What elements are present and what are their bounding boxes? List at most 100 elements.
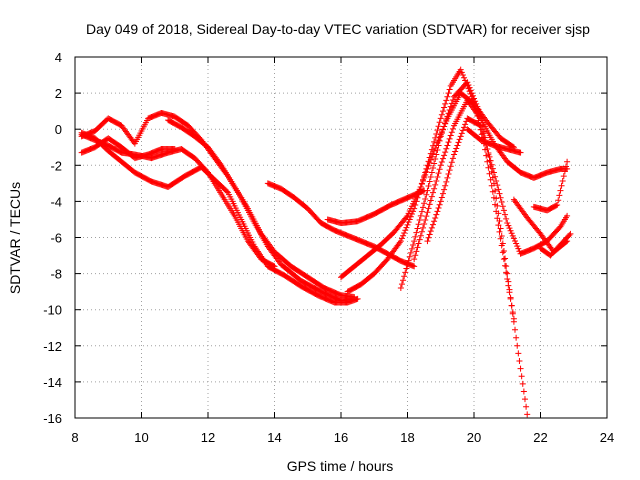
axis-ticks xyxy=(74,56,608,419)
data-point-marker xyxy=(446,86,453,93)
data-point-marker xyxy=(499,249,506,256)
data-point-marker xyxy=(426,154,433,161)
data-point-marker xyxy=(505,278,512,285)
y-tick-label: -8 xyxy=(50,267,62,282)
data-point-marker xyxy=(401,273,408,280)
data-point-marker xyxy=(434,208,441,215)
data-point-marker xyxy=(435,205,442,212)
data-point-marker xyxy=(417,183,424,190)
data-point-marker xyxy=(451,151,458,158)
data-point-marker xyxy=(497,194,504,201)
data-point-marker xyxy=(497,225,504,232)
data-point-marker xyxy=(203,168,210,175)
data-point-marker xyxy=(455,139,462,146)
series-trace-8 xyxy=(338,90,517,281)
series-trace-1 xyxy=(78,129,361,306)
data-markers xyxy=(78,66,574,418)
y-tick-label: -16 xyxy=(43,411,62,426)
data-point-marker xyxy=(414,225,421,232)
data-point-marker xyxy=(171,146,178,153)
data-point-marker xyxy=(427,150,434,157)
data-point-marker xyxy=(351,294,358,301)
data-point-marker xyxy=(508,302,515,309)
data-point-marker xyxy=(431,185,438,192)
data-point-marker xyxy=(403,265,410,272)
data-point-marker xyxy=(446,135,453,142)
data-point-marker xyxy=(509,310,516,317)
data-point-marker xyxy=(555,197,562,204)
data-point-marker xyxy=(424,162,431,169)
data-point-marker xyxy=(507,294,514,301)
data-point-marker xyxy=(490,169,497,176)
x-tick-label: 10 xyxy=(134,430,148,445)
data-point-marker xyxy=(404,261,411,268)
data-point-marker xyxy=(420,204,427,211)
data-point-marker xyxy=(447,132,454,139)
data-point-marker xyxy=(420,176,427,183)
data-point-marker xyxy=(432,134,439,141)
data-point-marker xyxy=(495,186,502,193)
data-point-marker xyxy=(466,84,473,91)
data-point-marker xyxy=(421,173,428,180)
data-point-marker xyxy=(499,203,506,210)
data-point-marker xyxy=(398,281,405,288)
data-point-marker xyxy=(493,195,500,202)
data-point-marker xyxy=(423,165,430,172)
data-point-marker xyxy=(441,186,448,193)
series-trace-4 xyxy=(78,135,178,162)
data-point-marker xyxy=(431,160,438,167)
data-point-marker xyxy=(411,256,418,263)
data-point-marker xyxy=(416,187,423,194)
data-point-marker xyxy=(427,174,434,181)
y-tick-labels: 4 2 0 -2 -4 -6 -8 -10 -12 -14 -16 xyxy=(43,50,62,426)
data-point-marker xyxy=(420,224,427,231)
data-point-marker xyxy=(448,159,455,166)
data-point-marker xyxy=(406,253,413,260)
data-point-marker xyxy=(422,217,429,224)
data-point-marker xyxy=(433,177,440,184)
x-tick-label: 14 xyxy=(267,430,281,445)
data-point-marker xyxy=(557,187,564,194)
data-point-marker xyxy=(567,230,574,237)
data-point-marker xyxy=(506,286,513,293)
data-point-marker xyxy=(452,148,459,155)
data-point-marker xyxy=(564,212,571,219)
data-point-marker xyxy=(486,153,493,160)
data-point-marker xyxy=(444,113,451,120)
data-point-marker xyxy=(408,211,415,218)
data-point-marker xyxy=(447,103,454,110)
data-point-marker xyxy=(498,232,505,239)
data-point-marker xyxy=(445,139,452,146)
data-point-marker xyxy=(510,318,517,325)
data-point-marker xyxy=(497,235,504,242)
data-point-marker xyxy=(506,225,513,232)
data-point-marker xyxy=(433,211,440,218)
data-point-marker xyxy=(441,123,448,130)
data-point-marker xyxy=(461,74,468,81)
data-point-marker xyxy=(428,193,435,200)
data-point-marker xyxy=(494,202,501,209)
data-point-marker xyxy=(478,126,485,133)
data-point-marker xyxy=(462,121,469,128)
data-point-marker xyxy=(410,208,417,215)
data-point-marker xyxy=(454,142,461,149)
data-point-marker xyxy=(400,277,407,284)
data-point-marker xyxy=(414,194,421,201)
data-point-marker xyxy=(465,81,472,88)
data-point-marker xyxy=(556,192,563,199)
data-point-marker xyxy=(464,79,471,86)
data-point-marker xyxy=(433,151,440,158)
data-point-marker xyxy=(524,411,531,418)
data-point-marker xyxy=(479,130,486,137)
data-point-marker xyxy=(436,201,443,208)
chart-title: Day 049 of 2018, Sidereal Day-to-day VTE… xyxy=(86,21,590,37)
data-point-marker xyxy=(427,197,434,204)
x-tick-labels: 8 10 12 14 16 18 20 22 24 xyxy=(71,430,614,445)
data-point-marker xyxy=(413,248,420,255)
data-point-marker xyxy=(431,218,438,225)
data-point-marker xyxy=(444,174,451,181)
data-point-marker xyxy=(517,149,524,156)
data-point-marker xyxy=(441,152,448,159)
y-tick-label: -2 xyxy=(50,158,62,173)
data-point-marker xyxy=(467,87,474,94)
